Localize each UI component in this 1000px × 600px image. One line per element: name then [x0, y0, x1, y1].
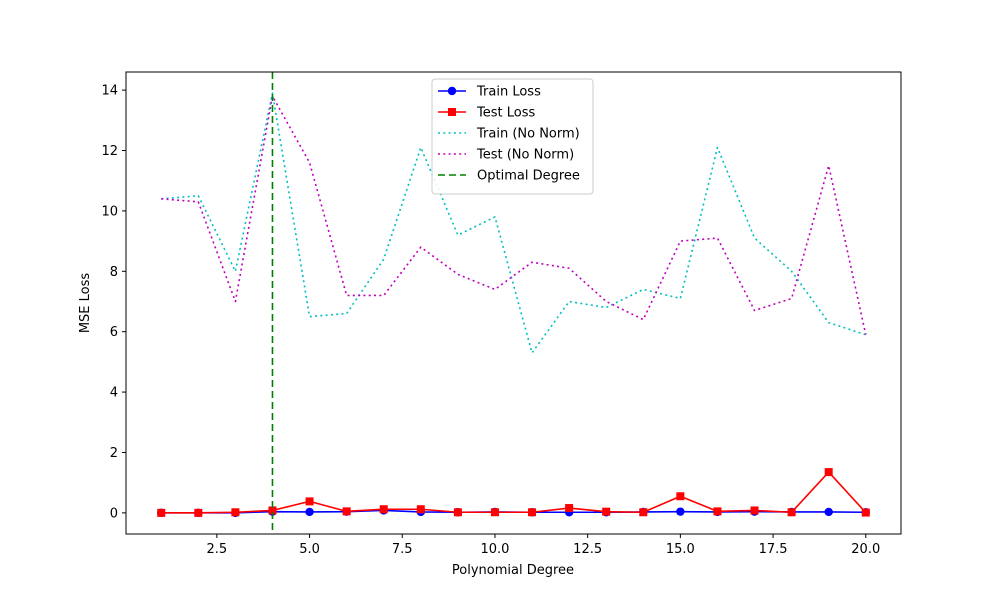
x-tick-label: 20.0	[851, 542, 880, 557]
y-tick-label: 8	[110, 265, 118, 280]
test-loss-point	[639, 508, 648, 517]
train-loss-point	[305, 507, 314, 517]
test-loss-point	[268, 506, 277, 515]
y-axis-label: MSE Loss	[78, 273, 93, 334]
plot-frame	[125, 71, 902, 535]
legend-item-train-loss: Train Loss	[438, 85, 541, 100]
test-loss-point	[750, 506, 759, 515]
y-axis: 0 2 4 6 8 10 12 14	[101, 84, 126, 521]
y-tick-label: 2	[110, 446, 118, 461]
test-loss-point	[157, 508, 166, 517]
test-loss-point	[305, 497, 314, 506]
test-loss-point	[861, 508, 870, 517]
x-axis-label: Polynomial Degree	[452, 563, 574, 578]
plot-area	[157, 72, 870, 534]
x-tick-label: 17.5	[759, 542, 788, 557]
x-tick-label: 2.5	[207, 542, 228, 557]
test-loss-point	[713, 507, 722, 516]
y-tick-label: 4	[110, 386, 118, 401]
test-loss-point	[602, 507, 611, 516]
train-no-norm-series	[161, 92, 867, 354]
legend-box	[431, 78, 594, 195]
x-axis: 2.5 5.0 7.5 10.0 12.5 15.0 17.5 20.0	[207, 534, 880, 557]
y-tick-label: 12	[101, 144, 118, 159]
x-tick-label: 5.0	[299, 542, 320, 557]
test-loss-point	[231, 508, 240, 517]
legend-item-test-no-norm: Test (No Norm)	[438, 148, 574, 163]
x-tick-label: 7.5	[392, 542, 413, 557]
x-tick-label: 15.0	[666, 542, 695, 557]
legend-marker	[448, 108, 456, 116]
test-loss-point	[453, 508, 462, 517]
y-tick-label: 0	[110, 506, 118, 521]
legend-item-optimal-degree: Optimal Degree	[438, 169, 580, 184]
train-loss-point	[676, 507, 685, 516]
test-loss-point	[824, 468, 833, 477]
test-loss-point	[565, 504, 574, 513]
test-loss-series	[157, 468, 870, 517]
test-loss-point	[416, 505, 425, 514]
test-loss-point	[194, 508, 203, 517]
train-no-norm-line	[161, 92, 867, 354]
legend-label: Train (No Norm)	[476, 127, 580, 142]
x-tick-label: 10.0	[480, 542, 509, 557]
legend-label: Train Loss	[476, 85, 541, 100]
legend-item-test-loss: Test Loss	[438, 106, 535, 121]
train-loss-point	[824, 507, 833, 517]
legend-item-train-no-norm: Train (No Norm)	[438, 127, 580, 142]
test-loss-point	[528, 508, 537, 517]
test-loss-point	[342, 507, 351, 516]
y-tick-label: 10	[101, 204, 118, 219]
test-loss-point	[676, 492, 685, 501]
test-loss-point	[490, 508, 499, 517]
legend-label: Test (No Norm)	[476, 148, 574, 163]
x-tick-label: 12.5	[573, 542, 602, 557]
legend-label: Optimal Degree	[477, 169, 580, 184]
legend: Train Loss Test Loss Train (No Norm) Test (…	[431, 78, 594, 195]
legend-marker	[447, 86, 457, 96]
y-tick-label: 6	[110, 325, 118, 340]
legend-label: Test Loss	[476, 106, 535, 121]
test-loss-point	[379, 505, 388, 514]
y-tick-label: 14	[101, 84, 118, 99]
test-loss-line	[161, 471, 867, 514]
test-loss-point	[787, 508, 796, 517]
